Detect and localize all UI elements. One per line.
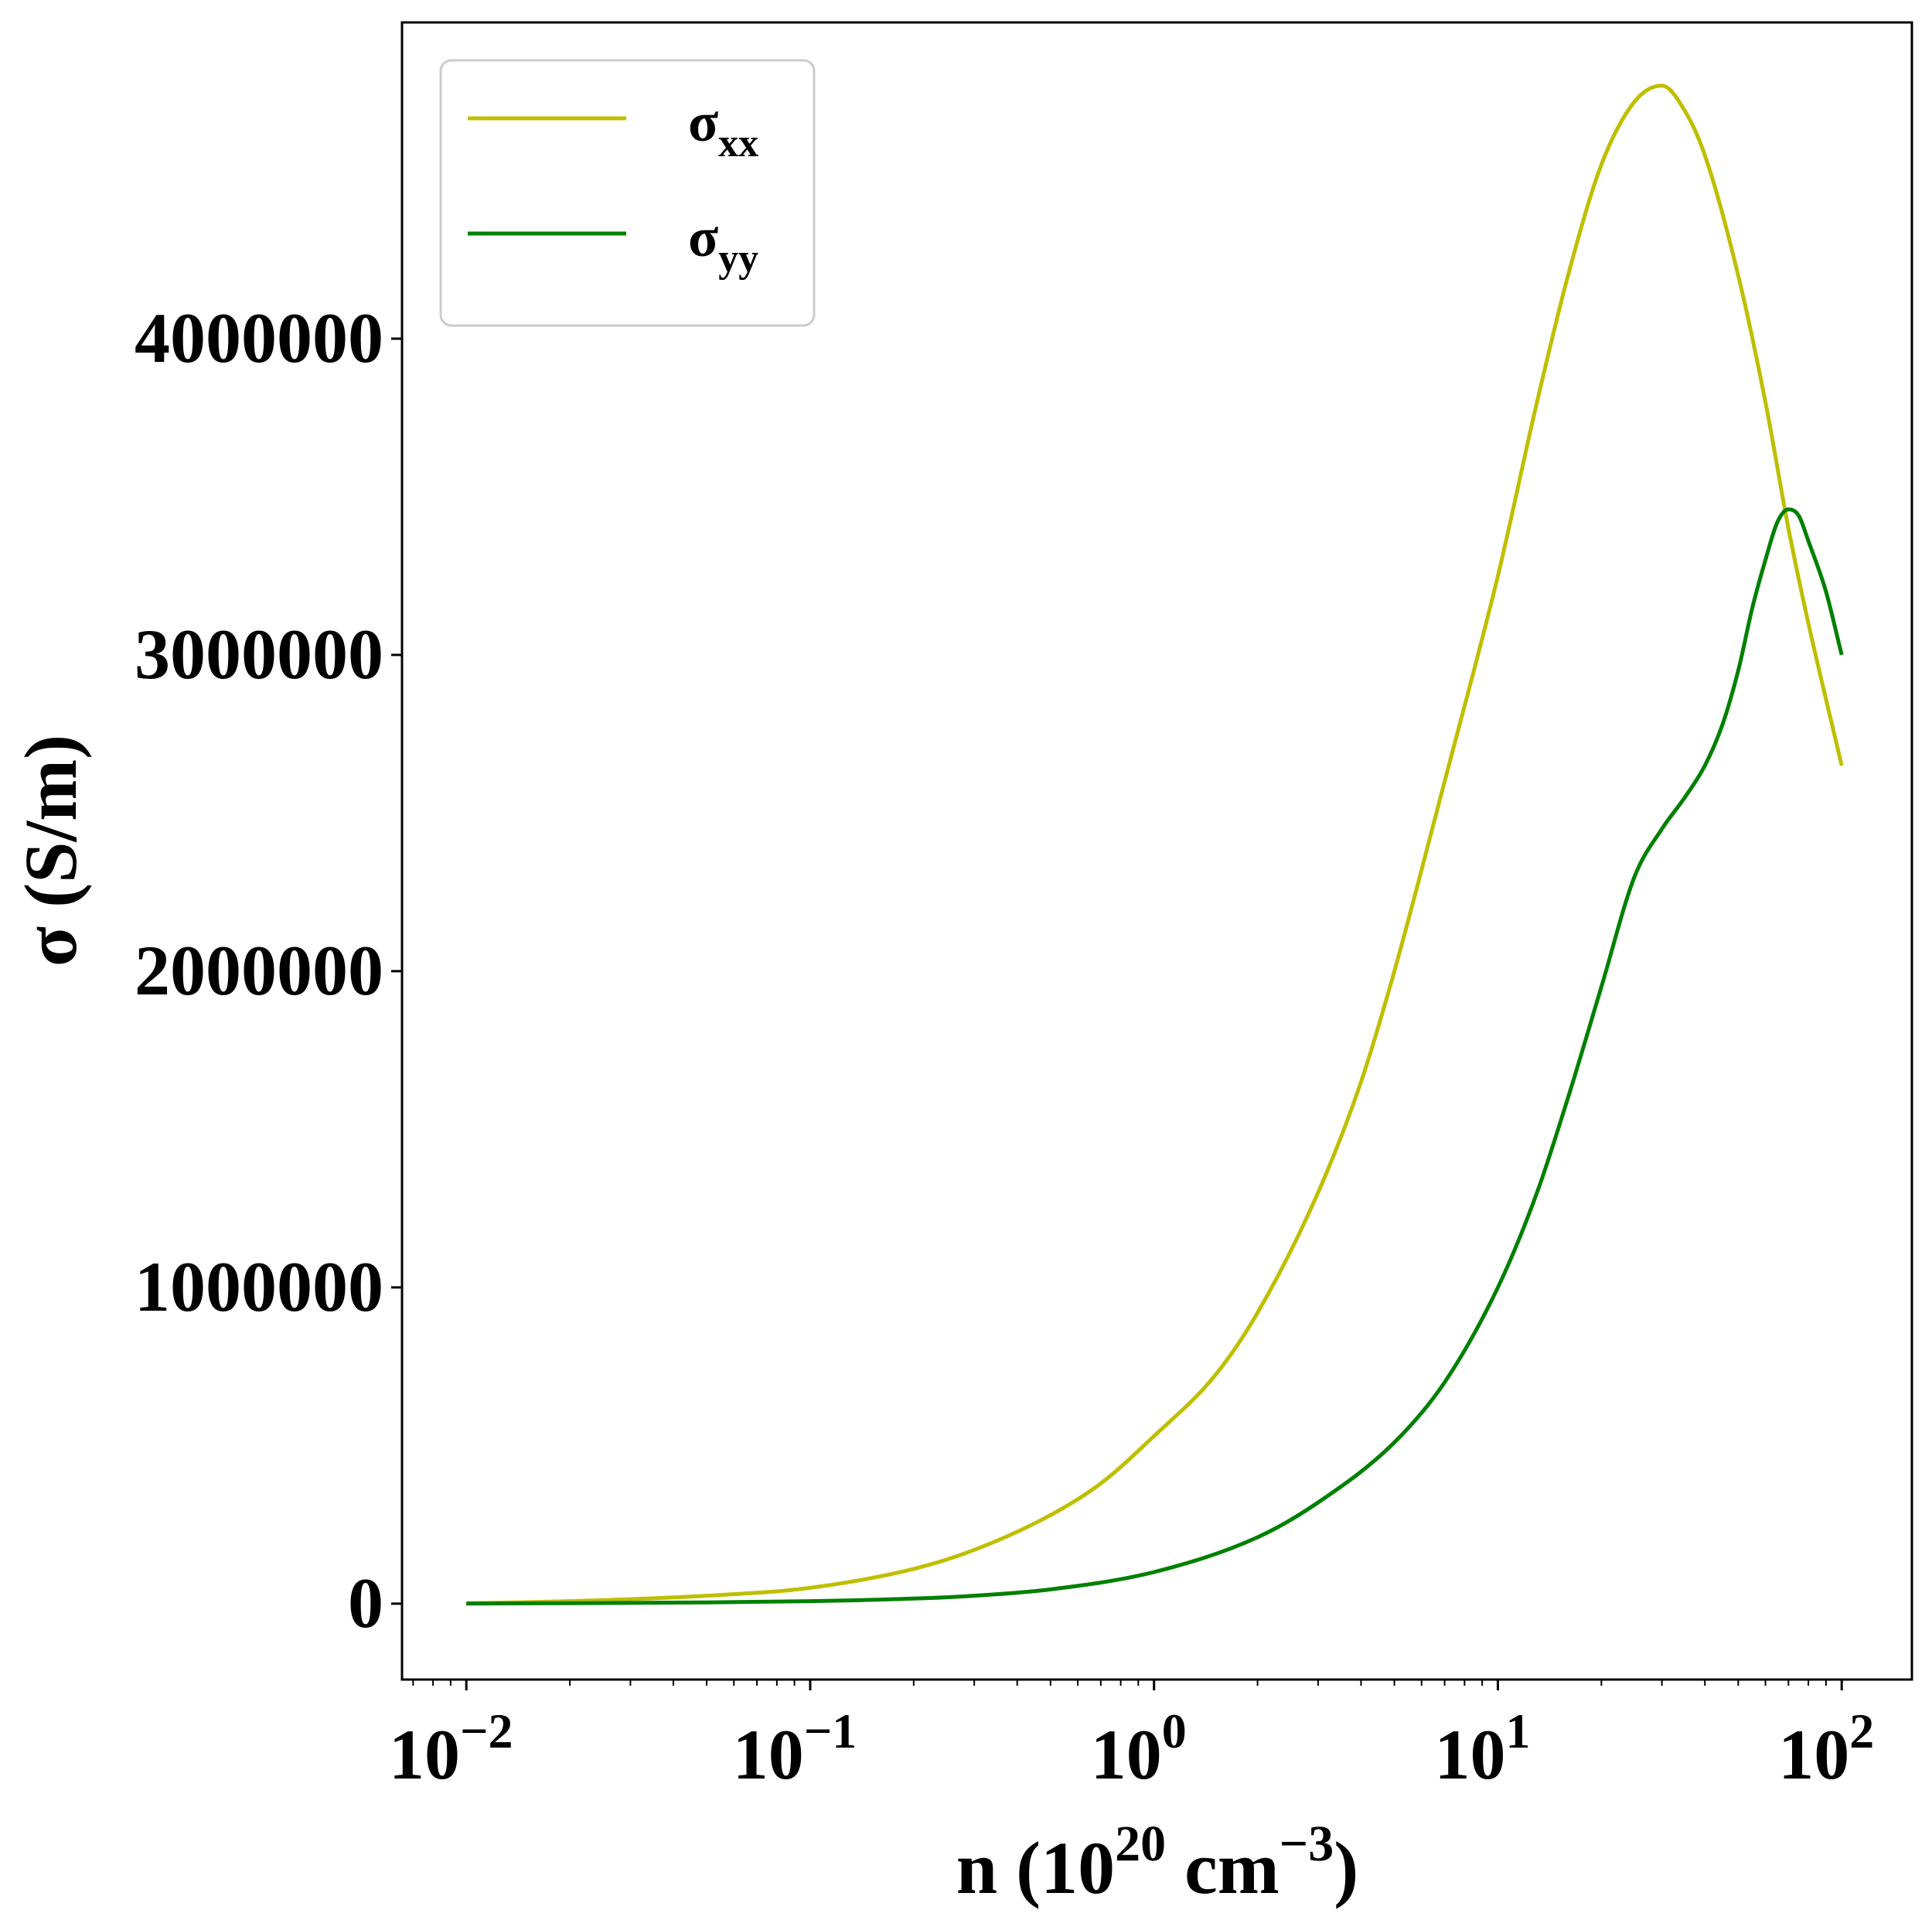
x-tick-label: 10−1	[733, 1704, 857, 1794]
x-axis: 10−2 10−1 100 101 102	[389, 1680, 1874, 1794]
x-tick-base: 10	[733, 1715, 804, 1794]
x-tick-base: 10	[389, 1715, 460, 1794]
x-tick-exponent: −1	[804, 1704, 857, 1758]
x-tick-base: 10	[1434, 1715, 1505, 1794]
x-axis-title-part: cm	[1166, 1826, 1279, 1909]
x-tick-label: 101	[1434, 1704, 1530, 1794]
x-tick-exponent: 1	[1505, 1704, 1530, 1758]
y-axis-title: σ (S/m)	[9, 735, 92, 967]
x-axis-title-part: )	[1334, 1826, 1358, 1909]
series-line-sigma-yy	[466, 507, 1844, 1606]
y-tick-label: 1000000	[135, 1247, 383, 1326]
x-axis-title-part: n (10	[956, 1826, 1115, 1909]
x-axis-title: n (1020 cm−3)	[956, 1816, 1359, 1909]
x-axis-title-exponent: −3	[1279, 1816, 1334, 1872]
y-tick-label: 4000000	[135, 298, 383, 377]
x-tick-base: 10	[1778, 1715, 1849, 1794]
legend-symbol: σ	[688, 206, 718, 268]
legend-subscript: xx	[718, 121, 758, 165]
legend-box	[439, 59, 816, 327]
x-tick-exponent: 2	[1849, 1704, 1874, 1758]
series-lines	[466, 84, 1844, 1606]
x-tick-exponent: 0	[1162, 1704, 1187, 1758]
x-tick-base: 10	[1091, 1715, 1162, 1794]
x-axis-title-exponent: 20	[1115, 1816, 1166, 1872]
series-line-sigma-xx	[466, 84, 1844, 1605]
legend-subscript: yy	[718, 237, 758, 281]
legend: σxx σyy	[439, 59, 816, 327]
legend-label-sigma-xx: σxx	[688, 91, 758, 165]
legend-symbol: σ	[688, 91, 718, 153]
x-tick-label: 10−2	[389, 1704, 513, 1794]
x-tick-exponent: −2	[460, 1704, 513, 1758]
plot-frame	[400, 21, 1913, 1681]
y-tick-label: 2000000	[135, 931, 383, 1010]
y-tick-label: 3000000	[135, 615, 383, 694]
x-tick-label: 100	[1091, 1704, 1187, 1794]
x-tick-label: 102	[1778, 1704, 1874, 1794]
y-axis: 0 1000000 2000000 3000000 4000000	[135, 298, 402, 1642]
legend-label-sigma-yy: σyy	[688, 206, 758, 281]
y-tick-label: 0	[348, 1564, 383, 1642]
